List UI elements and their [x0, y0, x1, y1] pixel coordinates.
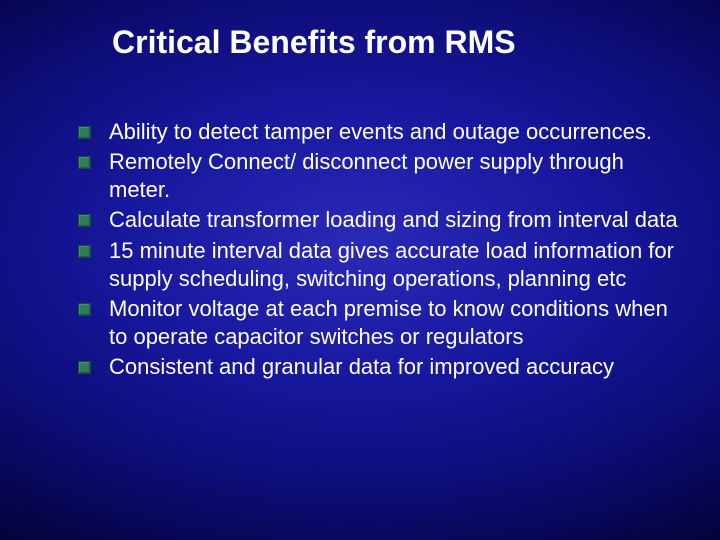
bullet-text: 15 minute interval data gives accurate l…: [109, 237, 680, 293]
list-item: Remotely Connect/ disconnect power suppl…: [78, 148, 680, 204]
bullet-text: Calculate transformer loading and sizing…: [109, 206, 680, 234]
bullet-text: Ability to detect tamper events and outa…: [109, 118, 680, 146]
slide-body: Ability to detect tamper events and outa…: [78, 118, 680, 383]
list-item: 15 minute interval data gives accurate l…: [78, 237, 680, 293]
slide-title: Critical Benefits from RMS: [112, 24, 516, 61]
bullet-text: Monitor voltage at each premise to know …: [109, 295, 680, 351]
square-bullet-icon: [78, 303, 91, 316]
slide: Critical Benefits from RMS Ability to de…: [0, 0, 720, 540]
bullet-text: Remotely Connect/ disconnect power suppl…: [109, 148, 680, 204]
list-item: Calculate transformer loading and sizing…: [78, 206, 680, 234]
square-bullet-icon: [78, 245, 91, 258]
square-bullet-icon: [78, 156, 91, 169]
square-bullet-icon: [78, 126, 91, 139]
list-item: Consistent and granular data for improve…: [78, 353, 680, 381]
list-item: Monitor voltage at each premise to know …: [78, 295, 680, 351]
bullet-text: Consistent and granular data for improve…: [109, 353, 680, 381]
list-item: Ability to detect tamper events and outa…: [78, 118, 680, 146]
square-bullet-icon: [78, 214, 91, 227]
square-bullet-icon: [78, 361, 91, 374]
